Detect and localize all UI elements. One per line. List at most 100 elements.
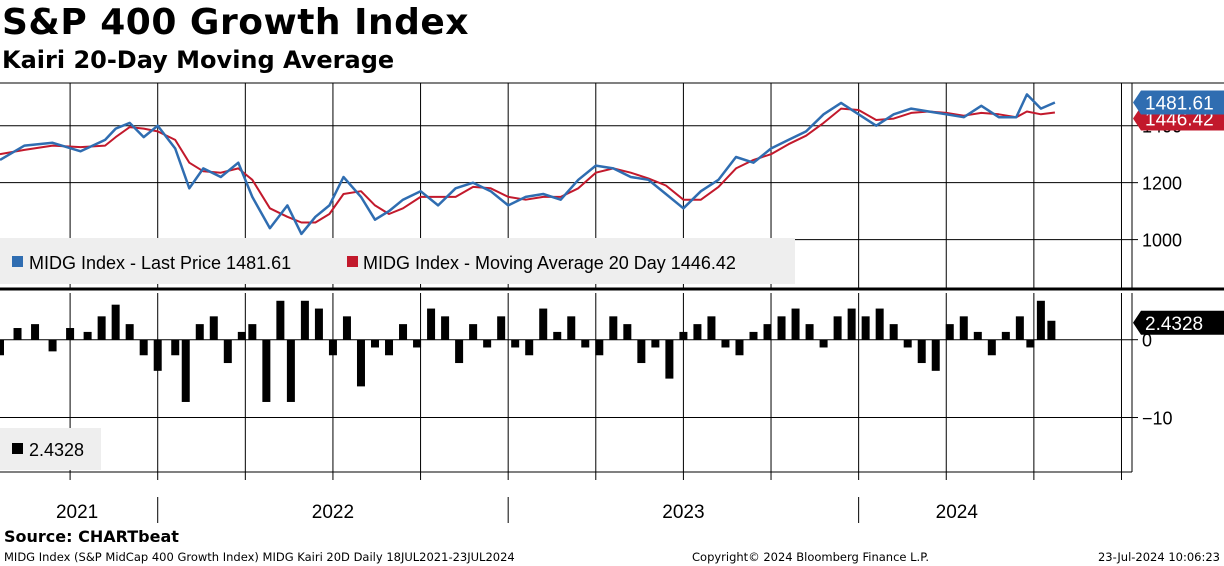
kairi-bar: [314, 308, 323, 340]
kairi-bar: [497, 316, 506, 340]
kairi-bar: [987, 339, 996, 356]
kairi-bar: [749, 331, 758, 340]
kairi-bar: [581, 339, 590, 348]
kairi-bar: [595, 339, 604, 356]
kairi-last-callout-box: [1133, 310, 1224, 335]
kairi-bar: [959, 316, 968, 340]
kairi-bar: [248, 324, 257, 340]
kairi-bar: [1036, 300, 1045, 340]
kairi-bar: [553, 331, 562, 340]
kairi-bar: [917, 339, 926, 364]
kairi-legend-swatch: [12, 443, 23, 454]
kairi-bar: [125, 324, 134, 340]
kairi-bar: [370, 339, 379, 348]
kairi-bar: [385, 339, 394, 356]
kairi-bar: [861, 316, 870, 340]
price-last-callout-label: 1481.61: [1145, 93, 1214, 114]
kairi-bar: [66, 328, 75, 340]
kairi-bar: [139, 339, 148, 356]
price-legend-label: MIDG Index - Last Price 1481.61: [29, 253, 291, 273]
kairi-bar: [791, 308, 800, 340]
kairi-bar: [483, 339, 492, 348]
kairi-bar: [819, 339, 828, 348]
xaxis-year-label: 2023: [662, 502, 704, 523]
kairi-bar: [707, 316, 716, 340]
xaxis-year-label: 2024: [936, 502, 979, 523]
source-note: Source: CHARTbeat: [4, 527, 179, 546]
kairi-bar: [83, 331, 92, 340]
kairi-bar: [171, 339, 180, 356]
kairi-bar: [97, 316, 106, 340]
chart-title: S&P 400 Growth Index: [2, 2, 470, 43]
kairi-bar: [0, 339, 4, 356]
kairi-bar: [195, 324, 204, 340]
kairi-bar: [539, 308, 548, 340]
last-price-line: [0, 93, 1056, 236]
kairi-bar: [931, 339, 940, 371]
kairi-bar: [1026, 339, 1035, 348]
kairi-bar: [48, 339, 57, 352]
xaxis-year-label: 2021: [56, 502, 98, 523]
kairi-bar: [693, 324, 702, 340]
kairi-bar: [153, 339, 162, 371]
kairi-bar: [223, 339, 232, 364]
kairi-bar: [262, 339, 271, 402]
kairi-bar: [623, 324, 632, 340]
kairi-ytick-label: 0: [1142, 331, 1152, 351]
kairi-bar: [181, 339, 190, 402]
price-last-callout-box: [1133, 90, 1224, 115]
footer-description: MIDG Index (S&P MidCap 400 Growth Index)…: [4, 550, 515, 564]
kairi-bar: [833, 316, 842, 340]
kairi-bar: [399, 324, 408, 340]
kairi-bar: [609, 316, 618, 340]
chart-subtitle: Kairi 20-Day Moving Average: [2, 46, 395, 74]
kairi-legend-label: 2.4328: [29, 440, 84, 460]
kairi-bar: [237, 331, 246, 340]
kairi-bar: [455, 339, 464, 364]
kairi-bar: [300, 300, 309, 340]
kairi-bar: [286, 339, 295, 402]
kairi-bar: [1001, 331, 1010, 340]
kairi-bar: [567, 316, 576, 340]
price-ytick-label: 1000: [1142, 231, 1182, 251]
ma-legend-swatch: [347, 256, 358, 267]
ma-legend-label: MIDG Index - Moving Average 20 Day 1446.…: [363, 253, 736, 273]
kairi-ytick-label: −10: [1142, 409, 1173, 429]
kairi-bar: [735, 339, 744, 356]
kairi-bar: [945, 324, 954, 340]
kairi-bar: [1047, 320, 1056, 340]
ma-last-callout-label: 1446.42: [1145, 109, 1214, 130]
xaxis-year-label: 2022: [312, 502, 354, 523]
kairi-bar: [763, 324, 772, 340]
kairi-bar: [637, 339, 646, 364]
kairi-bar: [847, 308, 856, 340]
kairi-bar: [469, 324, 478, 340]
kairi-bar: [31, 324, 40, 340]
footer-copyright: Copyright© 2024 Bloomberg Finance L.P.: [692, 550, 929, 564]
price-legend-bg: [0, 238, 795, 284]
kairi-bar: [721, 339, 730, 348]
kairi-bar: [511, 339, 520, 348]
kairi-bar: [777, 316, 786, 340]
kairi-bar: [209, 316, 218, 340]
kairi-bar: [525, 339, 534, 356]
kairi-bar: [903, 339, 912, 348]
kairi-bar: [413, 339, 422, 348]
kairi-bar: [356, 339, 365, 387]
kairi-last-callout-label: 2.4328: [1145, 314, 1203, 335]
kairi-bar: [111, 304, 120, 340]
kairi-bar: [665, 339, 674, 379]
kairi-bar: [651, 339, 660, 348]
kairi-bar: [441, 316, 450, 340]
kairi-bar: [328, 339, 337, 356]
kairi-bar: [1015, 316, 1024, 340]
kairi-bar: [889, 324, 898, 340]
footer-timestamp: 23-Jul-2024 10:06:23: [1097, 550, 1220, 564]
kairi-bar: [342, 316, 351, 340]
kairi-bar: [875, 308, 884, 340]
kairi-bar: [805, 324, 814, 340]
kairi-bar: [276, 300, 285, 340]
kairi-bar: [973, 331, 982, 340]
kairi-bar: [427, 308, 436, 340]
